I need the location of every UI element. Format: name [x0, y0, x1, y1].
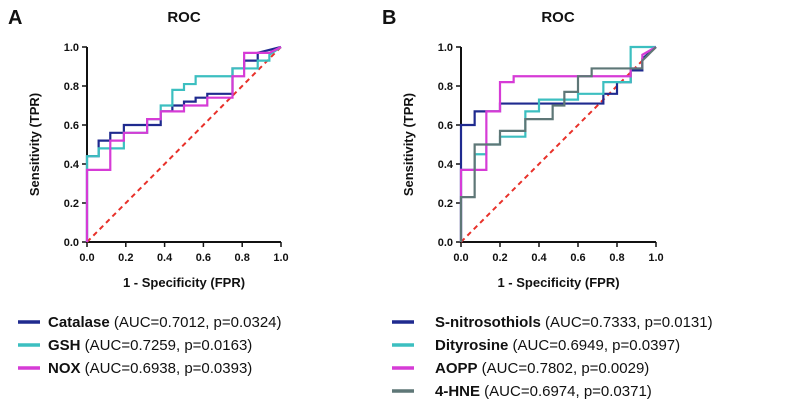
- x-tick-label: 0.6: [570, 252, 585, 264]
- legend-stat: (AUC=0.6974, p=0.0371): [480, 383, 652, 400]
- y-tick-label: 0.6: [64, 120, 79, 132]
- legend-name: GSH: [48, 337, 81, 354]
- legend-stat: (AUC=0.7259, p=0.0163): [81, 337, 253, 354]
- legend-entry-aopp: AOPP (AUC=0.7802, p=0.0029): [435, 360, 649, 377]
- x-tick-label: 1.0: [648, 252, 663, 264]
- legend-entry-catalase: Catalase (AUC=0.7012, p=0.0324): [48, 314, 282, 331]
- x-tick-label: 0.2: [492, 252, 507, 264]
- y-tick-label: 0.0: [438, 237, 453, 249]
- y-tick-label: 0.4: [64, 159, 80, 171]
- reference-diagonal-line: [86, 46, 282, 243]
- x-tick-label: 1.0: [273, 252, 288, 264]
- y-tick-label: 0.2: [64, 198, 79, 210]
- roc-curve-nox: [85, 46, 282, 242]
- y-tick-label: 0.0: [64, 237, 79, 249]
- x-axis-label: 1 - Specificity (FPR): [123, 275, 245, 290]
- reference-diagonal-line: [460, 46, 657, 243]
- roc-curve-dityrosine: [459, 45, 656, 242]
- x-tick-label: 0.0: [453, 252, 468, 264]
- panel-letter: A: [8, 7, 22, 29]
- legend-stat: (AUC=0.7012, p=0.0324): [110, 314, 282, 331]
- x-tick-label: 0.8: [235, 252, 250, 264]
- legend-name: NOX: [48, 360, 81, 377]
- y-tick-label: 0.2: [438, 198, 453, 210]
- y-tick-label: 1.0: [64, 42, 79, 54]
- legend-name: AOPP: [435, 360, 478, 377]
- legend-name: Catalase: [48, 314, 110, 331]
- legend-entry-gsh: GSH (AUC=0.7259, p=0.0163): [48, 337, 252, 354]
- y-axis-label: Sensitivity (TPR): [401, 93, 416, 196]
- y-tick-label: 0.6: [438, 120, 453, 132]
- legend-entry-4-hne: 4-HNE (AUC=0.6974, p=0.0371): [435, 383, 652, 400]
- legend-entry-nox: NOX (AUC=0.6938, p=0.0393): [48, 360, 252, 377]
- chart-title: ROC: [541, 9, 575, 26]
- x-tick-label: 0.4: [531, 252, 547, 264]
- legend-name: Dityrosine: [435, 337, 508, 354]
- legend-name: S-nitrosothiols: [435, 314, 541, 331]
- legend-stat: (AUC=0.7802, p=0.0029): [478, 360, 650, 377]
- y-tick-label: 0.4: [438, 159, 454, 171]
- x-tick-label: 0.2: [118, 252, 133, 264]
- roc-curve-4-hne: [459, 46, 657, 242]
- y-tick-label: 0.8: [438, 81, 453, 93]
- y-axis-label: Sensitivity (TPR): [27, 93, 42, 196]
- x-tick-label: 0.4: [157, 252, 173, 264]
- y-tick-label: 0.8: [64, 81, 79, 93]
- legend-stat: (AUC=0.6949, p=0.0397): [508, 337, 680, 354]
- legend-name: 4-HNE: [435, 383, 480, 400]
- y-tick-label: 1.0: [438, 42, 453, 54]
- x-tick-label: 0.0: [79, 252, 94, 264]
- legend-entry-s-nitrosothiols: S-nitrosothiols (AUC=0.7333, p=0.0131): [435, 314, 713, 331]
- roc-curve-gsh: [85, 46, 282, 242]
- panel-letter: B: [382, 7, 396, 29]
- x-tick-label: 0.8: [609, 252, 624, 264]
- legend-stat: (AUC=0.6938, p=0.0393): [81, 360, 253, 377]
- x-tick-label: 0.6: [196, 252, 211, 264]
- legend-stat: (AUC=0.7333, p=0.0131): [541, 314, 713, 331]
- x-axis-label: 1 - Specificity (FPR): [497, 275, 619, 290]
- chart-title: ROC: [167, 9, 201, 26]
- legend-entry-dityrosine: Dityrosine (AUC=0.6949, p=0.0397): [435, 337, 680, 354]
